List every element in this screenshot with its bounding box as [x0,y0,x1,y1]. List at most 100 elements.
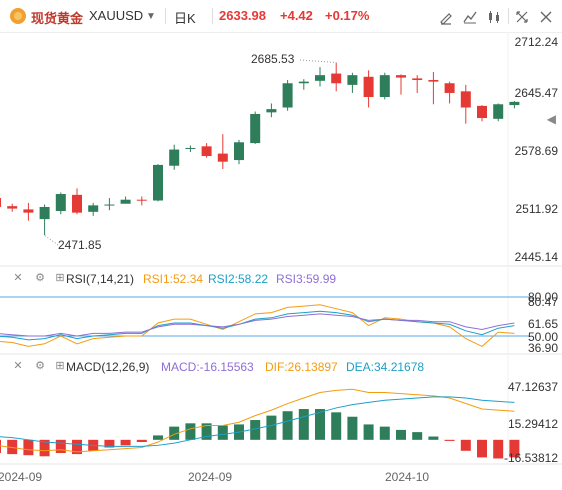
divider [212,8,213,24]
candle-body [460,91,471,108]
candle-body [88,205,99,212]
date-axis-label: 2024-09 [0,470,43,484]
macd-bar [23,439,34,456]
close-icon[interactable] [538,9,554,25]
candle-body [169,149,180,166]
candle-body [282,83,293,108]
macd-bar [201,423,212,440]
macd-bar [39,439,50,457]
divider [508,8,509,24]
fullscreen-icon[interactable] [514,9,530,25]
macd-label: MACD(12,26,9) [66,360,150,374]
candle-body [201,146,212,157]
price-axis-label: 2578.69 [514,144,558,158]
candle-body [136,199,147,201]
candle-body [55,194,66,212]
price-change: +4.42 [280,8,313,23]
macd-bar [509,439,520,458]
candle-body [7,206,18,209]
candle-body [0,198,1,207]
rsi-axis-label: 61.65 [527,317,558,331]
current-price: 2633.98 [219,8,266,23]
candle-body [266,109,277,113]
rsi-axis-label: 80.00 [527,290,558,304]
collapse-arrow-icon[interactable]: ◀ [546,112,556,126]
macd-bar [7,439,18,455]
indicator-switch-icon[interactable]: ⊞ [55,272,65,284]
indicator-icon[interactable] [462,9,478,25]
macd-axis-label: 15.29412 [507,417,558,431]
macd-bar [363,424,374,440]
macd-bar [396,429,406,440]
dea-value: DEA:34.21678 [346,360,425,374]
candle-body [428,80,439,82]
macd-bar [250,420,261,440]
macd-bar [72,439,82,455]
chevron-down-icon[interactable]: ▼ [146,11,156,22]
candle-type-icon[interactable] [486,9,502,25]
rsi3-value: RSI3:59.99 [276,272,337,286]
candle-body [250,113,261,144]
rsi-axis-label: 50.00 [527,330,558,344]
macd-bar [331,412,342,440]
candle-body [120,199,131,204]
candle-body [72,194,82,213]
date-axis-label: 2024-10 [385,470,430,484]
macd-bar [428,436,439,440]
high-leader [299,59,337,64]
divider [165,8,166,24]
macd-bar [104,439,115,448]
candle-body [363,76,374,97]
indicator-switch-icon[interactable]: ⊞ [55,360,65,372]
candle-body [153,164,163,201]
candle-body [104,204,115,206]
candle-body [315,75,325,81]
draw-pen-icon[interactable] [438,9,454,25]
candle-body [493,104,504,119]
candle-body [444,83,455,93]
collapse-icon[interactable]: ✕ [13,360,23,372]
low-annotation: 2471.85 [58,238,102,252]
macd-bar [120,439,131,446]
macd-bar [493,439,504,459]
price-change-percent: +0.17% [325,8,370,23]
macd-bar [444,439,455,441]
collapse-icon[interactable]: ✕ [13,272,23,284]
dea-line [0,396,515,447]
settings-icon[interactable]: ⚙ [35,272,45,284]
toolbar: 现货黄金 XAUUSD ▼ 日K 2633.98 +4.42 +0.17% [0,0,562,33]
low-leader [44,234,59,246]
candle-body [217,153,228,162]
price-axis-label: 2712.24 [514,35,558,49]
date-axis-label: 2024-09 [188,470,233,484]
candle-body [509,101,520,106]
macd-bar [266,415,277,440]
macd-value: MACD:-16.15563 [161,360,254,374]
price-axis-label: 2645.47 [514,86,558,100]
high-annotation: 2685.53 [251,52,295,66]
rsi-axis-label: 80.47 [527,295,558,309]
settings-icon[interactable]: ⚙ [35,360,45,372]
dif-line [0,388,515,453]
macd-bar [460,439,471,451]
macd-bar [136,439,147,443]
price-axis-label: 2445.14 [514,250,558,264]
candle-body [412,78,423,81]
candle-body [234,142,244,161]
macd-bar [477,439,487,458]
candle-body [23,209,34,213]
candle-body [331,73,342,84]
macd-bar [298,409,309,440]
symbol-name[interactable]: 现货黄金 [31,11,84,26]
rsi1-value: RSI1:52.34 [143,272,204,286]
macd-bar [379,426,390,440]
price-axis-label: 2511.92 [515,202,559,216]
macd-bar [282,411,293,440]
interval-selector[interactable]: 日K [174,11,196,26]
rsi-axis-label: 36.90 [527,341,558,355]
candle-body [185,147,196,149]
candle-body [477,105,487,119]
symbol-code[interactable]: XAUUSD [89,8,144,23]
macd-bar [153,435,163,440]
